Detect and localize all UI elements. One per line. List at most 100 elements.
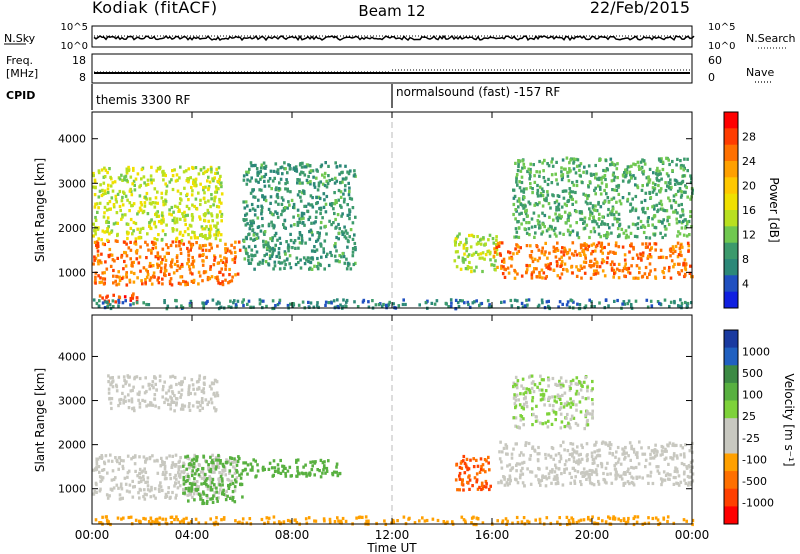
velocity-cell-r6-188 <box>539 374 542 378</box>
velocity-cell-r6-173 <box>512 416 516 420</box>
velocity-cell-r7-32 <box>651 516 655 521</box>
power-cell-r1-267 <box>213 196 216 200</box>
power-cell-r1-415 <box>209 234 212 238</box>
power-cell-r7-123 <box>166 304 170 308</box>
power-cell-r5-133 <box>634 276 637 280</box>
velocity-cell-r6-101 <box>552 410 556 414</box>
velocity-cell-r5-134 <box>672 452 676 456</box>
power-cell-r3-551 <box>257 198 260 202</box>
power-cell-r5-262 <box>603 245 606 250</box>
power-cell-r7-75 <box>557 305 560 309</box>
velocity-cell-r5-390 <box>624 455 627 460</box>
velocity-cell-r0-13 <box>101 476 105 480</box>
power-cell-r0-273 <box>228 280 232 284</box>
power-cell-r1-255 <box>220 192 224 196</box>
velocity-cell-r2-26 <box>109 383 112 387</box>
power-cell-r3-166 <box>297 236 300 240</box>
power-cell-r1-304 <box>93 180 97 184</box>
velocity-cell-r3-75 <box>313 473 316 477</box>
velocity-cell-r0-180 <box>104 454 108 458</box>
power-cell-r3-68 <box>346 170 349 174</box>
power-cell-r0-74 <box>164 258 168 262</box>
power-cell-r1-53 <box>145 197 148 201</box>
power-cell-r3-373 <box>244 200 248 204</box>
power-cell-r3-405 <box>283 266 286 270</box>
velocity-cell-r5-363 <box>500 466 504 470</box>
power-cell-r3-428 <box>264 164 268 168</box>
velocity-cell-r5-367 <box>537 466 540 471</box>
velocity-cbar-tick-1: 500 <box>742 367 763 380</box>
velocity-cell-r5-53 <box>667 462 670 466</box>
power-cell-r3-594 <box>306 256 310 260</box>
velocity-cell-r0-103 <box>138 496 141 500</box>
power-cell-r1-127 <box>139 227 142 231</box>
velocity-cell-r0-54 <box>100 478 104 482</box>
velocity-cell-r5-246 <box>629 458 632 462</box>
power-cell-r0-33 <box>210 275 214 279</box>
velocity-cell-r4-54 <box>485 459 488 463</box>
power-cell-r3-83 <box>286 171 289 175</box>
power-cell-r6-573 <box>638 167 641 171</box>
power-cell-r6-522 <box>617 212 621 216</box>
velocity-cell-r2-36 <box>132 385 135 389</box>
velocity-cell-r7-227 <box>506 519 509 523</box>
velocity-cell-r7-60 <box>607 515 610 519</box>
power-cell-r1-472 <box>216 179 219 184</box>
power-cell-r6-693 <box>663 209 667 213</box>
power-cell-r1-241 <box>124 174 128 178</box>
power-cell-r6-368 <box>539 191 543 196</box>
power-cell-r3-216 <box>354 261 357 265</box>
velocity-cell-r7-24 <box>295 521 299 525</box>
power-cell-r1-377 <box>156 166 160 170</box>
velocity-cell-r7-232 <box>367 519 370 523</box>
velocity-cell-r4-6 <box>484 479 488 484</box>
velocity-cell-r4-10 <box>481 487 485 491</box>
velocity-cell-r5-194 <box>593 470 596 474</box>
power-cell-r3-72 <box>320 255 323 259</box>
x-tick-label-4: 16:00 <box>475 528 510 542</box>
velocity-cell-r6-139 <box>570 414 574 418</box>
power-cell-r5-107 <box>584 260 588 264</box>
power-cell-r0-291 <box>134 242 138 246</box>
velocity-cell-r4-43 <box>468 487 471 491</box>
power-cell-r1-58 <box>184 214 188 218</box>
velocity-cell-r7-190 <box>604 520 608 524</box>
power-cell-r5-351 <box>605 261 609 265</box>
velocity-cell-r2-144 <box>151 403 155 407</box>
velocity-cell-r7-187 <box>582 518 586 522</box>
power-cell-r3-422 <box>345 257 348 261</box>
power-cell-r5-199 <box>501 272 505 276</box>
power-cell-r7-70 <box>189 299 193 303</box>
power-cell-r7-219 <box>540 298 544 302</box>
velocity-cell-r2-1 <box>173 375 177 380</box>
power-cell-r1-228 <box>184 222 187 227</box>
power-cell-r6-25 <box>555 178 558 182</box>
power-cell-r1-138 <box>183 218 187 222</box>
velocity-cell-r2-60 <box>148 387 152 391</box>
velocity-cell-r1-24 <box>190 473 194 478</box>
power-cell-r3-513 <box>289 190 292 194</box>
power-cell-r0-169 <box>154 255 158 259</box>
power-cell-r1-370 <box>125 167 129 171</box>
velocity-cell-r7-147 <box>328 517 332 521</box>
power-cell-r0-267 <box>151 274 155 278</box>
power-cell-r5-324 <box>555 260 559 264</box>
velocity-cell-r0-219 <box>192 481 195 485</box>
power-cell-r5-307 <box>667 269 671 273</box>
power-cell-r6-681 <box>681 209 685 213</box>
velocity-cell-r1-21 <box>233 457 236 461</box>
power-cell-r6-384 <box>624 173 628 178</box>
velocity-cell-r1-61 <box>191 458 194 462</box>
velocity-cell-r7-44 <box>475 523 478 527</box>
power-cell-r0-123 <box>103 277 107 281</box>
velocity-cell-r3-90 <box>282 464 286 469</box>
velocity-cell-r2-194 <box>206 402 209 407</box>
velocity-cell-r1-124 <box>231 474 234 478</box>
power-cell-r6-412 <box>538 170 541 174</box>
power-cell-r3-35 <box>338 227 341 231</box>
power-cell-r1-402 <box>103 189 107 193</box>
power-cell-r3-42 <box>307 259 310 263</box>
power-cell-r1-366 <box>106 202 110 206</box>
velocity-cell-r6-166 <box>517 398 520 402</box>
power-cell-r6-156 <box>615 167 619 171</box>
